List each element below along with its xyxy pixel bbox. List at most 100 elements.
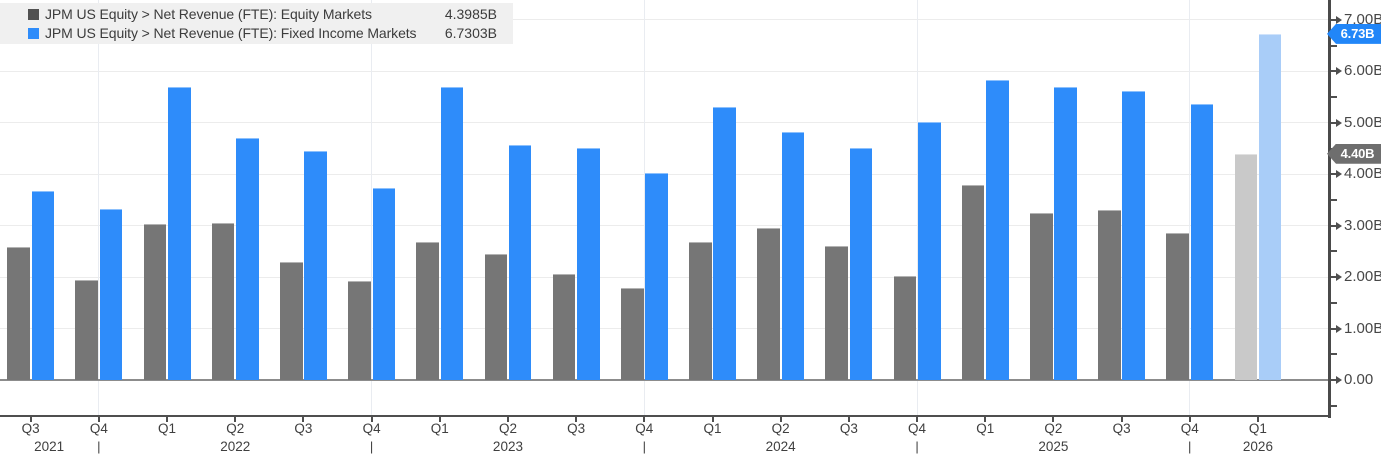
fixed-income-markets-swatch-icon — [28, 27, 39, 39]
zero-baseline — [0, 379, 1329, 381]
y-axis-minor-tick — [1331, 44, 1337, 47]
bar-fixed-income-markets[interactable] — [1258, 33, 1282, 380]
x-axis-tick — [575, 417, 578, 422]
x-axis-tick — [1256, 417, 1259, 422]
x-axis-year-label: 2021 — [34, 439, 65, 454]
y-axis-label: 0.00 — [1344, 371, 1374, 389]
year-separator: | — [915, 439, 919, 454]
y-axis-tick — [1331, 224, 1338, 227]
y-axis-minor-tick — [1331, 250, 1337, 253]
bar-equity-markets[interactable] — [143, 223, 167, 380]
bar-fixed-income-markets[interactable] — [577, 148, 600, 380]
bar-fixed-income-markets[interactable] — [986, 79, 1009, 380]
bar-fixed-income-markets[interactable] — [440, 87, 464, 380]
bar-equity-markets[interactable] — [757, 227, 780, 380]
legend-value: 6.7303B — [444, 25, 497, 41]
year-boundary-gridline — [917, 0, 918, 415]
bar-equity-markets[interactable] — [348, 280, 371, 380]
x-axis-quarter-label: Q1 — [430, 421, 449, 436]
x-axis-quarter-label: Q3 — [294, 421, 313, 436]
legend-item-equity-markets[interactable]: JPM US Equity > Net Revenue (FTE): Equit… — [0, 6, 513, 23]
y-axis-tick — [1331, 70, 1338, 73]
x-axis-tick — [166, 417, 169, 422]
x-axis-year-label: 2025 — [1038, 439, 1069, 454]
bar-fixed-income-markets[interactable] — [1190, 103, 1214, 380]
legend-label: JPM US Equity > Net Revenue (FTE): Equit… — [45, 6, 372, 22]
bar-equity-markets[interactable] — [552, 274, 576, 380]
y-axis-minor-tick — [1331, 353, 1337, 356]
bar-fixed-income-markets[interactable] — [167, 86, 191, 380]
bar-fixed-income-markets[interactable] — [236, 138, 259, 380]
bar-fixed-income-markets[interactable] — [99, 208, 123, 380]
x-axis-tick — [302, 417, 305, 422]
x-axis-tick — [643, 417, 646, 422]
bar-fixed-income-markets[interactable] — [1054, 87, 1077, 380]
y-gridline — [0, 19, 1329, 20]
y-axis-label: 2.00B — [1344, 268, 1381, 286]
year-boundary-gridline — [644, 0, 645, 415]
bar-equity-markets[interactable] — [689, 242, 712, 380]
x-axis-tick — [97, 417, 100, 422]
bar-fixed-income-markets[interactable] — [713, 107, 736, 380]
y-axis-minor-tick — [1331, 198, 1337, 201]
bar-equity-markets[interactable] — [416, 242, 439, 380]
y-axis-label: 4.00B — [1344, 165, 1381, 183]
bar-equity-markets[interactable] — [961, 184, 985, 380]
y-gridline — [0, 71, 1329, 72]
x-axis-year-label: 2022 — [220, 439, 251, 454]
bar-equity-markets[interactable] — [211, 222, 235, 380]
y-axis-tick — [1331, 18, 1338, 21]
y-axis-tick-arrow-icon — [1336, 221, 1342, 230]
y-axis-tick-arrow-icon — [1336, 67, 1342, 76]
y-axis-tick-arrow-icon — [1336, 376, 1342, 384]
x-axis-line — [0, 415, 1331, 417]
x-axis-year-label: 2024 — [765, 439, 796, 454]
year-boundary-gridline — [371, 0, 372, 415]
last-value-tag-fixed-income: 6.73B — [1327, 23, 1381, 44]
x-axis-quarter-label: Q4 — [635, 421, 654, 436]
bar-fixed-income-markets[interactable] — [372, 188, 396, 380]
x-axis-quarter-label: Q1 — [158, 421, 177, 436]
legend-value: 4.3985B — [444, 6, 497, 22]
bar-fixed-income-markets[interactable] — [304, 150, 327, 380]
bar-equity-markets[interactable] — [1098, 209, 1121, 380]
y-axis-tick-arrow-icon — [1336, 273, 1342, 282]
bar-equity-markets[interactable] — [1030, 213, 1053, 380]
bar-equity-markets[interactable] — [893, 275, 917, 380]
year-separator: | — [642, 439, 647, 454]
bar-fixed-income-markets[interactable] — [849, 148, 873, 380]
x-axis-tick — [847, 417, 850, 422]
bar-equity-markets[interactable] — [484, 253, 508, 380]
bar-fixed-income-markets[interactable] — [645, 173, 668, 380]
bar-fixed-income-markets[interactable] — [508, 145, 532, 380]
bar-equity-markets[interactable] — [1234, 153, 1258, 380]
year-separator: | — [369, 439, 374, 454]
bar-fixed-income-markets[interactable] — [1122, 90, 1146, 380]
y-gridline — [0, 122, 1329, 123]
y-axis-tick-arrow-icon — [1336, 118, 1342, 127]
x-axis-quarter-label: Q4 — [908, 421, 927, 436]
bar-equity-markets[interactable] — [1166, 233, 1189, 380]
bar-equity-markets[interactable] — [825, 245, 849, 380]
x-axis-quarter-label: Q3 — [839, 421, 858, 436]
y-axis-label: 6.00B — [1344, 62, 1381, 80]
x-axis-tick — [916, 417, 919, 422]
x-axis-year-label: 2026 — [1242, 439, 1273, 454]
bar-equity-markets[interactable] — [75, 279, 99, 380]
bar-fixed-income-markets[interactable] — [781, 132, 805, 380]
year-boundary-gridline — [1189, 0, 1190, 415]
bar-equity-markets[interactable] — [280, 262, 303, 380]
legend-item-fixed-income-markets[interactable]: JPM US Equity > Net Revenue (FTE): Fixed… — [0, 25, 513, 42]
bar-fixed-income-markets[interactable] — [31, 191, 55, 380]
y-axis-line — [1328, 0, 1331, 418]
x-axis-tick — [711, 417, 714, 422]
x-axis-quarter-label: Q2 — [771, 421, 790, 436]
year-boundary-gridline — [98, 0, 99, 415]
x-axis-tick — [234, 417, 237, 422]
bar-equity-markets[interactable] — [620, 288, 644, 380]
bar-fixed-income-markets[interactable] — [917, 122, 941, 380]
bar-equity-markets[interactable] — [7, 246, 30, 380]
x-axis-quarter-label: Q3 — [1112, 421, 1131, 436]
x-axis-tick — [438, 417, 441, 422]
